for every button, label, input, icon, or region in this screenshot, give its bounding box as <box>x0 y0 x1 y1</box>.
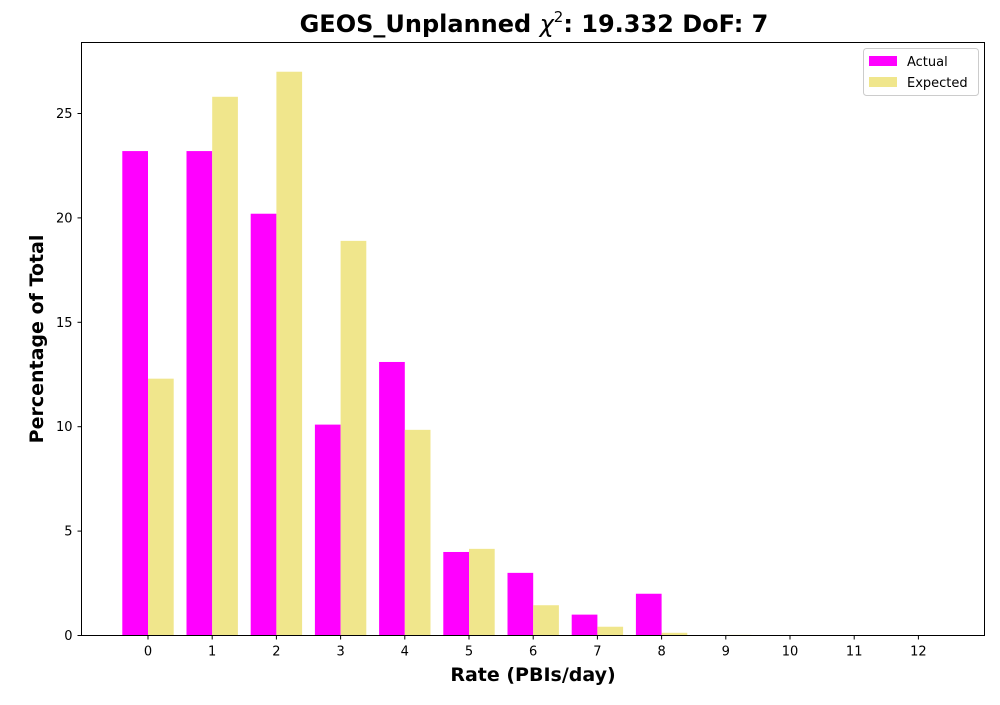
y-tick-label: 5 <box>64 525 72 540</box>
legend-swatch-actual <box>869 56 897 66</box>
x-tick-label: 2 <box>272 645 280 660</box>
x-tick-label: 9 <box>722 645 730 660</box>
bar-actual-8 <box>636 594 662 636</box>
bar-expected-4 <box>405 430 431 636</box>
bar-actual-3 <box>315 425 341 636</box>
legend-label-expected: Expected <box>907 76 968 91</box>
bar-expected-0 <box>148 379 174 636</box>
x-axis-label: Rate (PBIs/day) <box>450 664 615 686</box>
bar-expected-2 <box>276 72 302 636</box>
chart-title: GEOS_Unplanned χ2: 19.332 DoF: 7 <box>300 8 769 38</box>
bar-actual-5 <box>443 552 469 636</box>
x-tick-label: 8 <box>657 645 665 660</box>
bar-expected-1 <box>212 97 238 636</box>
x-tick-label: 3 <box>336 645 344 660</box>
x-tick-label: 5 <box>465 645 473 660</box>
x-tick-label: 6 <box>529 645 537 660</box>
bar-actual-0 <box>122 151 148 635</box>
x-tick-label: 10 <box>782 645 799 660</box>
y-tick-label: 25 <box>56 107 73 122</box>
bar-expected-6 <box>533 605 559 635</box>
legend-swatch-expected <box>869 77 897 87</box>
x-tick-label: 4 <box>401 645 409 660</box>
x-tick-label: 11 <box>846 645 863 660</box>
y-tick-label: 20 <box>56 211 73 226</box>
x-tick-label: 12 <box>910 645 927 660</box>
legend: Actual Expected <box>864 49 979 96</box>
y-axis-ticks: 0 5 10 15 20 25 <box>56 107 82 644</box>
bars-group <box>122 72 815 636</box>
legend-label-actual: Actual <box>907 55 948 70</box>
bar-expected-5 <box>469 549 495 636</box>
bar-actual-4 <box>379 362 405 636</box>
bar-actual-2 <box>251 214 277 636</box>
y-tick-label: 15 <box>56 316 73 331</box>
y-tick-label: 10 <box>56 420 73 435</box>
x-tick-label: 1 <box>208 645 216 660</box>
bar-actual-6 <box>508 573 534 636</box>
bar-actual-1 <box>187 151 213 635</box>
bar-expected-3 <box>341 241 367 636</box>
x-tick-label: 0 <box>144 645 152 660</box>
bar-actual-7 <box>572 615 598 636</box>
y-tick-label: 0 <box>64 629 72 644</box>
bar-expected-7 <box>597 627 623 636</box>
y-axis-label: Percentage of Total <box>26 235 48 444</box>
x-tick-label: 7 <box>593 645 601 660</box>
